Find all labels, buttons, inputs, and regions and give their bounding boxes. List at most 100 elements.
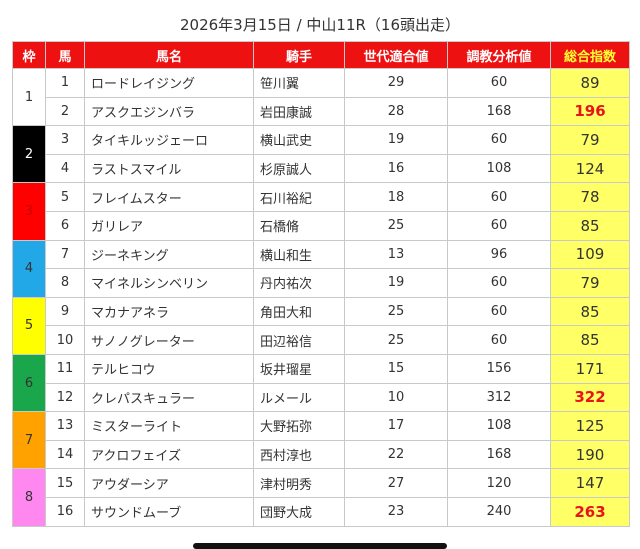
horse-name-cell: ガリレア [84, 210, 254, 241]
horse-name-cell: ロードレイジング [84, 68, 254, 98]
generation-fit-cell: 10 [344, 382, 448, 413]
horse-number-cell: 1 [45, 68, 85, 98]
horse-number-cell: 2 [45, 96, 85, 127]
header-jockey: 騎手 [253, 41, 345, 69]
horse-number-cell: 3 [45, 125, 85, 155]
total-index-cell: 79 [550, 125, 630, 155]
total-index-cell: 79 [550, 268, 630, 298]
jockey-cell: 杉原誠人 [253, 153, 345, 184]
horse-name-cell: マイネルシンベリン [84, 268, 254, 298]
total-index-cell: 147 [550, 468, 630, 498]
horse-name-cell: アウダーシア [84, 468, 254, 498]
generation-fit-cell: 19 [344, 268, 448, 298]
header-total-index: 総合指数 [550, 41, 630, 69]
horse-number-cell: 10 [45, 325, 85, 355]
generation-fit-cell: 16 [344, 153, 448, 184]
total-index-cell: 89 [550, 68, 630, 98]
table-row: 4 7 ジーネキング 横山和生 13 96 109 [12, 239, 630, 298]
jockey-cell: 石川裕紀 [253, 182, 345, 212]
training-analysis-cell: 60 [447, 68, 551, 98]
jockey-cell: ルメール [253, 382, 345, 413]
horse-number-cell: 4 [45, 153, 85, 184]
jockey-cell: 角田大和 [253, 296, 345, 327]
page-title: 2026年3月15日 / 中山11R（16頭出走） [180, 16, 460, 34]
total-index-cell: 85 [550, 325, 630, 355]
horse-name-cell: ラストスマイル [84, 153, 254, 184]
jockey-cell: 横山和生 [253, 239, 345, 270]
jockey-cell: 津村明秀 [253, 468, 345, 498]
jockey-cell: 笹川翼 [253, 68, 345, 98]
jockey-cell: 団野大成 [253, 496, 345, 527]
total-index-cell: 85 [550, 210, 630, 241]
total-index-cell: 190 [550, 439, 630, 470]
training-analysis-cell: 60 [447, 325, 551, 355]
generation-fit-cell: 13 [344, 239, 448, 270]
total-index-cell: 322 [550, 382, 630, 413]
horse-name-cell: タイキルッジェーロ [84, 125, 254, 155]
table-row: 8 15 アウダーシア 津村明秀 27 120 147 [12, 468, 630, 527]
training-analysis-cell: 156 [447, 353, 551, 384]
header-horse-name: 馬名 [84, 41, 254, 69]
frame-cell: 2 [12, 125, 46, 184]
jockey-cell: 横山武史 [253, 125, 345, 155]
training-analysis-cell: 96 [447, 239, 551, 270]
jockey-cell: 丹内祐次 [253, 268, 345, 298]
table-row: 7 13 ミスターライト 大野拓弥 17 108 125 [12, 411, 630, 470]
table-row: 3 5 フレイムスター 石川裕紀 18 60 78 [12, 182, 630, 241]
frame-cell: 3 [12, 182, 46, 241]
generation-fit-cell: 23 [344, 496, 448, 527]
horse-name-cell: クレパスキュラー [84, 382, 254, 413]
horse-number-cell: 15 [45, 468, 85, 498]
jockey-cell: 坂井瑠星 [253, 353, 345, 384]
horse-name-cell: サウンドムーブ [84, 496, 254, 527]
generation-fit-cell: 28 [344, 96, 448, 127]
frame-cell: 1 [12, 67, 46, 127]
header-frame: 枠 [12, 41, 46, 69]
horse-number-cell: 9 [45, 296, 85, 327]
header-training-analysis: 調教分析値 [447, 41, 551, 69]
training-analysis-cell: 168 [447, 96, 551, 127]
generation-fit-cell: 25 [344, 210, 448, 241]
total-index-cell: 85 [550, 296, 630, 327]
table-row: 6 11 テルヒコウ 坂井瑠星 15 156 171 [12, 353, 630, 413]
horse-number-cell: 14 [45, 439, 85, 470]
horse-name-cell: アクロフェイズ [84, 439, 254, 470]
total-index-cell: 124 [550, 153, 630, 184]
horse-number-cell: 6 [45, 210, 85, 241]
horse-name-cell: サノノグレーター [84, 325, 254, 355]
table-row: 2 アスクエジンバラ 岩田康誠 28 168 196 [13, 96, 630, 127]
training-analysis-cell: 60 [447, 182, 551, 212]
table-header-row: 枠 馬 馬名 騎手 世代適合値 調教分析値 総合指数 [12, 41, 630, 69]
frame-cell: 8 [12, 468, 46, 527]
table-row: 16 サウンドムーブ 団野大成 23 240 263 [13, 496, 630, 527]
generation-fit-cell: 15 [344, 353, 448, 384]
horse-number-cell: 7 [45, 239, 85, 270]
jockey-cell: 西村淳也 [253, 439, 345, 470]
frame-cell: 4 [12, 239, 46, 298]
header-generation-fit: 世代適合値 [344, 41, 448, 69]
horse-name-cell: アスクエジンバラ [84, 96, 254, 127]
training-analysis-cell: 60 [447, 268, 551, 298]
horse-number-cell: 8 [45, 268, 85, 298]
table-row: 12 クレパスキュラー ルメール 10 312 322 [13, 382, 630, 413]
training-analysis-cell: 60 [447, 210, 551, 241]
horse-number-cell: 11 [45, 353, 85, 384]
header-horse-number: 馬 [45, 41, 85, 69]
total-index-cell: 125 [550, 411, 630, 441]
generation-fit-cell: 18 [344, 182, 448, 212]
generation-fit-cell: 29 [344, 68, 448, 98]
frame-cell: 5 [12, 296, 46, 355]
training-analysis-cell: 108 [447, 411, 551, 441]
training-analysis-cell: 108 [447, 153, 551, 184]
generation-fit-cell: 25 [344, 296, 448, 327]
horse-name-cell: ミスターライト [84, 411, 254, 441]
generation-fit-cell: 17 [344, 411, 448, 441]
generation-fit-cell: 25 [344, 325, 448, 355]
table-row: 4 ラストスマイル 杉原誠人 16 108 124 [13, 153, 630, 184]
table-row: 2 3 タイキルッジェーロ 横山武史 19 60 79 [12, 125, 630, 184]
total-index-cell: 196 [550, 96, 630, 127]
training-analysis-cell: 60 [447, 296, 551, 327]
horse-number-cell: 5 [45, 182, 85, 212]
table-row: 5 9 マカナアネラ 角田大和 25 60 85 [12, 296, 630, 355]
horse-number-cell: 12 [45, 382, 85, 413]
